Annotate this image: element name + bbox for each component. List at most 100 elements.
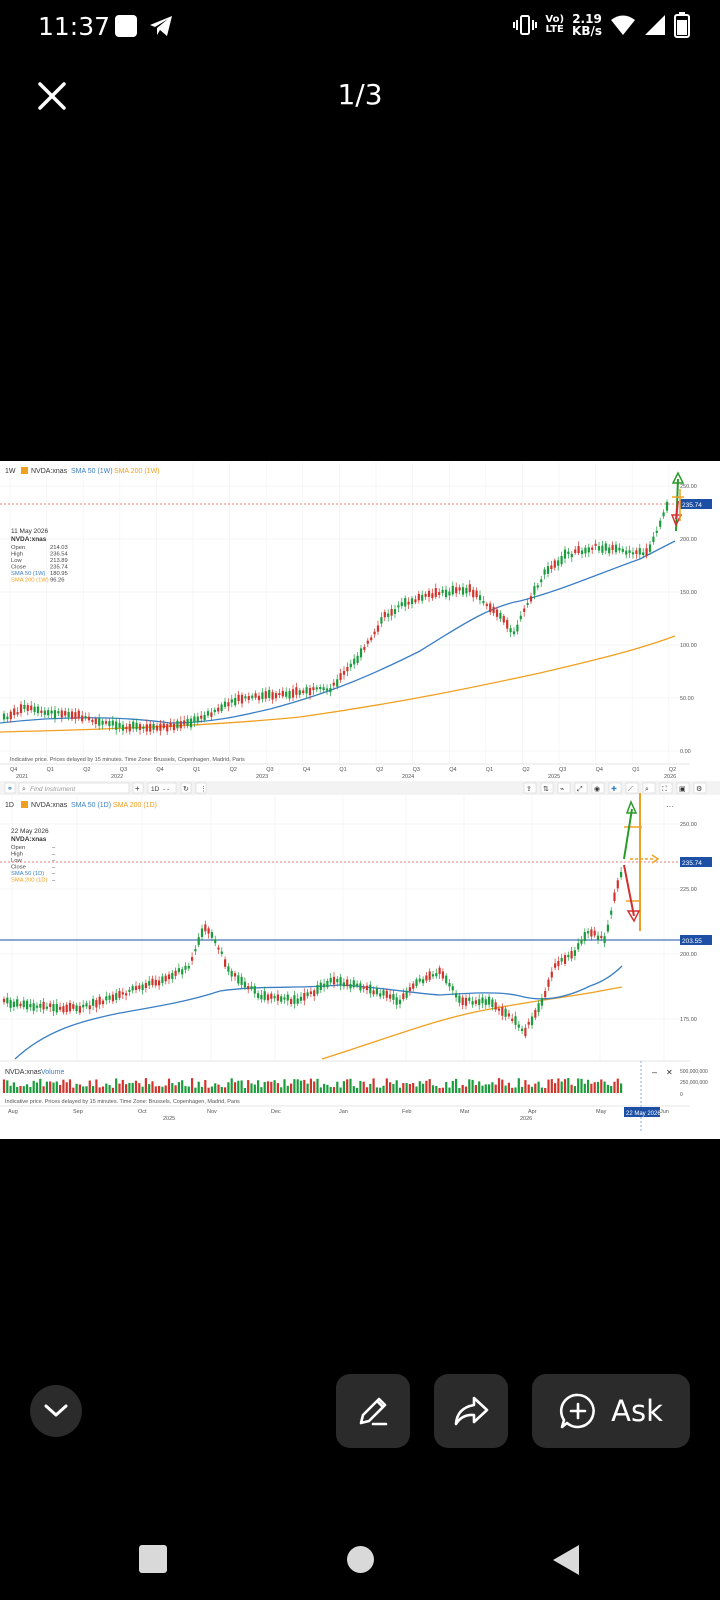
candle [82, 1004, 85, 1008]
volume-bar [187, 1086, 190, 1093]
volume-bar [52, 1082, 55, 1093]
volume-bar [326, 1084, 329, 1093]
candle [72, 1004, 75, 1009]
collapse-button[interactable] [30, 1385, 82, 1437]
chart-tool-button[interactable] [642, 782, 656, 794]
candle [217, 947, 220, 950]
volume-bar [583, 1083, 586, 1093]
chart-tool-button[interactable] [693, 782, 707, 794]
refresh-button[interactable] [180, 782, 192, 794]
x-tick-year: 2025 [548, 774, 560, 780]
chart-tool-button[interactable] [557, 782, 571, 794]
candle [134, 986, 138, 990]
volume-bar [431, 1085, 435, 1093]
candle [570, 950, 573, 959]
interval-select[interactable] [147, 782, 177, 794]
candle [425, 975, 428, 981]
candle [30, 705, 33, 711]
recent-apps-button[interactable] [139, 1545, 167, 1573]
candle [224, 959, 227, 967]
chart-tool-button[interactable] [591, 782, 605, 794]
add-icon: + [135, 784, 140, 793]
volume-bar [530, 1086, 534, 1093]
x-tick-month: Nov [207, 1109, 217, 1115]
edit-button[interactable] [336, 1374, 410, 1448]
candle [587, 547, 590, 553]
share-button[interactable] [434, 1374, 508, 1448]
candle [281, 690, 284, 697]
x-tick-year: 2026 [664, 774, 676, 780]
bottom-chart-menu-icon[interactable]: ··· [666, 802, 674, 811]
candle [580, 939, 583, 944]
volume-minimize-icon[interactable]: – [652, 1067, 657, 1077]
bottom-candles [2, 866, 623, 1039]
volume-bar [428, 1079, 431, 1093]
back-button[interactable] [552, 1544, 580, 1576]
volume-bar [587, 1079, 590, 1093]
x-tick-quarter: Q1 [193, 767, 200, 773]
chart-tool-button[interactable] [676, 782, 690, 794]
top-last-price-value: 235.74 [682, 502, 702, 509]
add-instrument-button[interactable] [132, 782, 144, 794]
candle [461, 587, 465, 595]
volume-bar [220, 1087, 223, 1093]
candle [128, 724, 131, 732]
ask-button[interactable]: Ask [532, 1374, 690, 1448]
notification-square-icon [115, 15, 137, 37]
volume-bar [154, 1086, 157, 1093]
candle [574, 549, 577, 553]
candle [64, 711, 67, 716]
candle [362, 986, 365, 989]
volume-bar [16, 1086, 19, 1093]
chart-tool-button[interactable] [608, 782, 622, 794]
info-row-label: High [11, 852, 23, 858]
candle [652, 536, 655, 543]
home-button[interactable] [347, 1546, 374, 1573]
info-row-value: 236.54 [50, 552, 69, 558]
x-tick-month: Dec [271, 1109, 281, 1115]
chart-tool-button[interactable] [574, 782, 588, 794]
volume-bar [494, 1084, 497, 1093]
top-y-axis: 250.00 200.00 150.00 100.00 50.00 0.00 [680, 484, 697, 755]
candle [151, 978, 154, 985]
candle [186, 718, 189, 726]
x-tick-quarter: Q4 [449, 767, 456, 773]
candle [631, 552, 635, 555]
candle [638, 548, 641, 555]
candle [434, 588, 437, 597]
volte-indicator: Vo) LTE [545, 15, 564, 35]
candle [438, 592, 441, 595]
candle [491, 999, 494, 1008]
candle [553, 560, 556, 568]
candle [523, 608, 526, 612]
volume-close-icon[interactable]: ✕ [666, 1068, 673, 1077]
candle [283, 997, 286, 1000]
candle [169, 722, 172, 728]
volume-bar [148, 1084, 151, 1093]
info-row-label: Open [11, 845, 25, 851]
chart-tool-icon: ⌁ [560, 786, 564, 793]
candle [603, 936, 606, 944]
y-tick-label: 150.00 [680, 590, 697, 596]
find-instrument-input[interactable] [18, 782, 130, 794]
volume-bar [108, 1085, 111, 1093]
volume-bar [167, 1078, 171, 1093]
candle [349, 663, 352, 668]
link-button[interactable] [4, 782, 16, 794]
chart-tool-button[interactable] [659, 782, 673, 794]
volume-bar [544, 1087, 547, 1093]
candle [369, 984, 372, 994]
chart-tool-button[interactable] [540, 782, 554, 794]
chart-tool-button[interactable] [523, 782, 537, 794]
candle [88, 1005, 91, 1010]
more-menu-button[interactable] [195, 782, 207, 794]
candle [247, 696, 250, 700]
volume-bar [45, 1081, 48, 1093]
close-icon[interactable] [34, 78, 70, 114]
chart-tool-button[interactable] [625, 782, 639, 794]
chart-screenshot[interactable]: 1W NVDA:xnas SMA 50 (1W) SMA 200 (1W) 11… [0, 461, 720, 1139]
volume-bar [375, 1087, 378, 1093]
candle [217, 707, 220, 712]
x-tick-year: 2023 [256, 774, 268, 780]
info-row-value: – [52, 852, 56, 858]
